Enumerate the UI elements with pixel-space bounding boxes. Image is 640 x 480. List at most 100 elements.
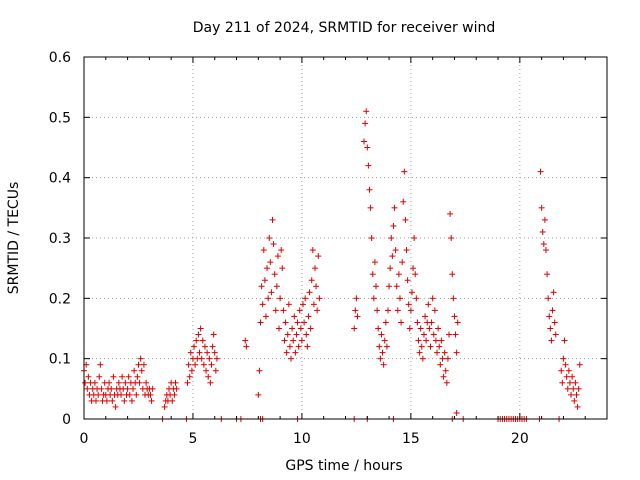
data-point <box>367 204 374 211</box>
data-point <box>452 331 459 338</box>
data-point <box>371 259 378 266</box>
data-point <box>375 325 382 332</box>
data-point <box>307 325 314 332</box>
data-point <box>274 253 281 260</box>
data-point <box>446 331 453 338</box>
data-point <box>85 373 92 380</box>
data-point <box>423 337 430 344</box>
data-point <box>374 307 381 314</box>
data-point <box>353 295 360 302</box>
data-point <box>282 319 289 326</box>
data-point <box>373 283 380 290</box>
data-point <box>393 283 400 290</box>
data-point <box>413 295 420 302</box>
y-tick-label: 0.2 <box>49 291 71 307</box>
data-point <box>370 295 377 302</box>
data-point <box>540 241 547 248</box>
data-point <box>98 385 105 392</box>
data-point <box>109 397 116 404</box>
data-point <box>573 391 580 398</box>
data-point <box>382 319 389 326</box>
data-point <box>364 144 371 151</box>
data-point <box>211 349 218 356</box>
data-point <box>110 373 117 380</box>
data-point <box>97 361 104 368</box>
data-point <box>130 385 137 392</box>
data-point <box>419 355 426 362</box>
data-point <box>383 343 390 350</box>
data-point <box>95 391 102 398</box>
data-point <box>264 265 271 272</box>
data-point <box>392 247 399 254</box>
data-point <box>82 379 89 386</box>
data-point <box>394 307 401 314</box>
data-point <box>306 289 313 296</box>
data-point <box>185 361 192 368</box>
data-point <box>576 361 583 368</box>
data-point <box>125 373 132 380</box>
data-point <box>204 349 211 356</box>
y-axis-label: SRMTID / TECUs <box>6 182 22 295</box>
data-point <box>551 319 558 326</box>
data-point <box>195 331 202 338</box>
data-point <box>96 373 103 380</box>
data-point <box>281 337 288 344</box>
grid <box>84 57 607 419</box>
data-point <box>205 373 212 380</box>
data-point <box>548 337 555 344</box>
data-point <box>213 355 220 362</box>
data-points <box>81 108 583 422</box>
data-point <box>368 235 375 241</box>
x-axis-label: GPS time / hours <box>285 458 402 474</box>
data-point <box>128 397 135 404</box>
data-point <box>289 325 296 332</box>
data-point <box>291 313 298 320</box>
data-point <box>417 325 424 332</box>
data-point <box>311 265 318 272</box>
data-point <box>298 337 305 344</box>
data-point <box>184 379 191 386</box>
data-point <box>537 168 544 175</box>
data-point <box>277 295 284 302</box>
data-point <box>131 367 138 374</box>
data-point <box>300 301 307 308</box>
data-point <box>257 319 264 326</box>
data-point <box>430 331 437 338</box>
data-point <box>388 235 395 241</box>
data-point <box>92 397 99 404</box>
data-point <box>169 397 176 404</box>
data-point <box>369 271 376 278</box>
data-point <box>294 319 301 326</box>
data-point <box>305 313 312 320</box>
data-point <box>134 373 141 380</box>
data-point <box>265 295 272 302</box>
data-point <box>453 349 460 356</box>
data-point <box>410 265 417 272</box>
data-point <box>209 343 216 350</box>
data-point <box>259 301 266 308</box>
data-point <box>545 295 552 302</box>
data-point <box>538 204 545 211</box>
data-point <box>140 361 147 368</box>
data-point <box>560 355 567 362</box>
data-point <box>126 391 133 398</box>
data-point <box>574 403 581 410</box>
data-point <box>377 355 384 362</box>
data-point <box>435 325 442 332</box>
data-point <box>354 313 361 320</box>
data-point <box>447 210 454 217</box>
data-point <box>404 277 411 284</box>
data-point <box>570 385 577 392</box>
data-point <box>366 186 373 193</box>
data-point <box>268 289 275 296</box>
data-point <box>398 319 405 326</box>
data-point <box>384 307 391 314</box>
data-point <box>280 307 287 314</box>
data-point <box>428 319 435 326</box>
data-point <box>302 295 309 302</box>
data-point <box>381 337 388 344</box>
y-tick-label: 0.3 <box>49 231 71 247</box>
data-point <box>284 331 291 338</box>
data-point <box>313 283 320 290</box>
